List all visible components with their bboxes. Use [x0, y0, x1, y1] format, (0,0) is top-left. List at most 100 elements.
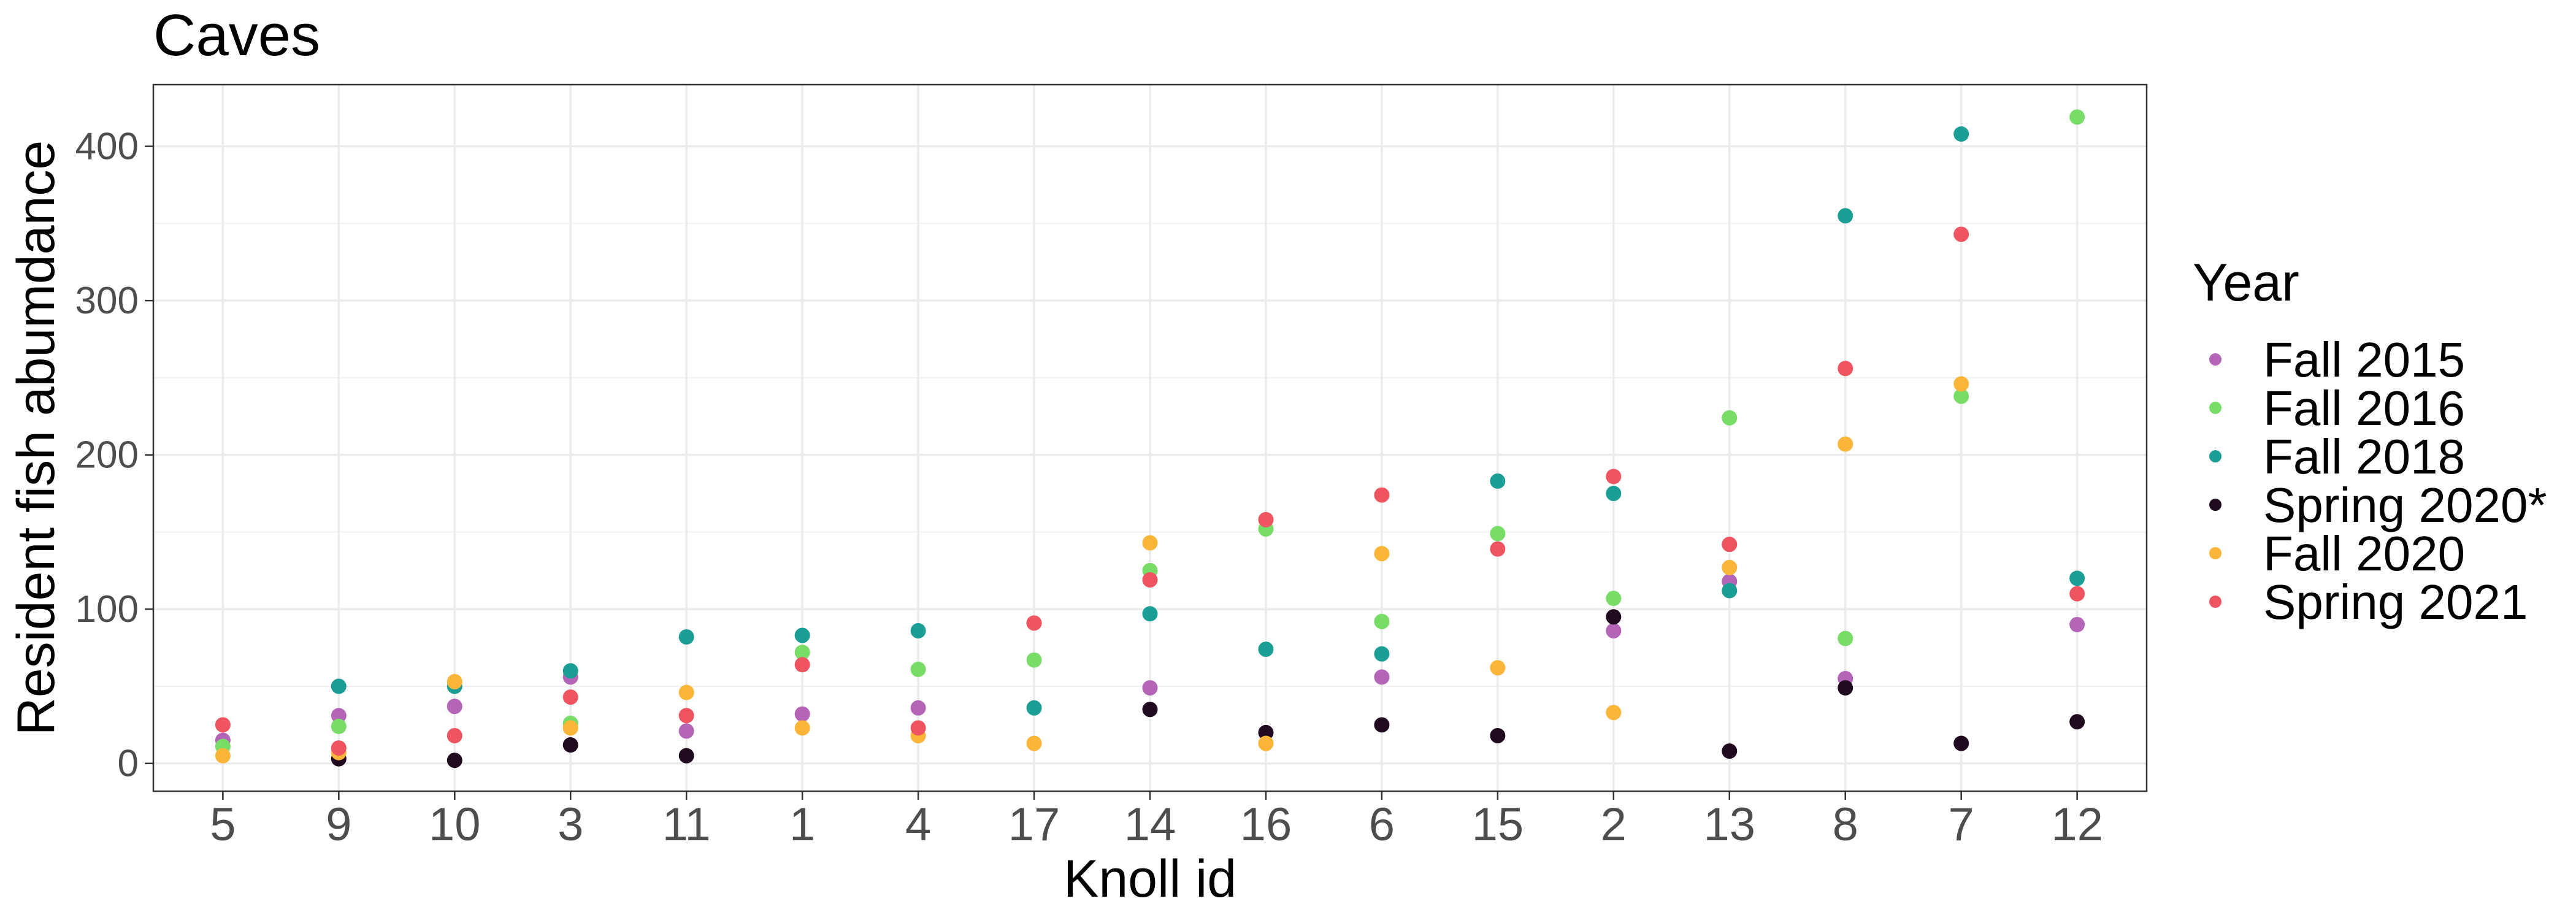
x-tick-label: 9	[326, 799, 351, 851]
x-tick-label: 13	[1703, 799, 1755, 851]
x-tick-label: 5	[210, 799, 236, 851]
data-point	[678, 748, 694, 764]
data-point	[1142, 535, 1158, 551]
data-point	[1374, 646, 1390, 662]
data-point	[1142, 572, 1158, 588]
x-axis: 5 9 10 3 11 1 4 17 14 16 6 15 2 13 8 7 12	[210, 791, 2103, 851]
data-point	[678, 723, 694, 739]
legend-key	[2209, 547, 2221, 559]
data-point	[562, 720, 578, 736]
data-point	[1374, 487, 1390, 503]
data-point	[1490, 660, 1506, 676]
legend-label: Fall 2016	[2263, 381, 2465, 435]
data-point	[1953, 376, 1969, 392]
data-point	[2069, 109, 2085, 125]
x-tick-label: 8	[1833, 799, 1858, 851]
data-point	[447, 753, 462, 769]
data-point	[215, 748, 231, 764]
data-point	[1026, 615, 1042, 631]
x-tick-label: 2	[1601, 799, 1627, 851]
legend-label: Fall 2015	[2263, 332, 2465, 387]
x-tick-label: 7	[1949, 799, 1974, 851]
legend-key	[2209, 450, 2221, 462]
x-tick-label: 10	[429, 799, 481, 851]
data-point	[2069, 616, 2085, 632]
data-point	[447, 699, 462, 715]
data-point	[1722, 743, 1738, 759]
legend-key	[2209, 402, 2221, 414]
data-point	[1722, 583, 1738, 599]
data-point	[1722, 559, 1738, 575]
x-tick-label: 11	[662, 799, 711, 851]
data-point	[1606, 469, 1622, 485]
data-point	[1026, 735, 1042, 751]
data-point	[910, 661, 926, 677]
data-point	[1606, 705, 1622, 721]
data-point	[1142, 680, 1158, 696]
data-point	[331, 708, 347, 724]
legend-key	[2209, 353, 2221, 366]
data-point	[910, 623, 926, 638]
x-axis-label: Knoll id	[1064, 849, 1236, 908]
legend-label: Fall 2018	[2263, 429, 2465, 484]
data-point	[1838, 631, 1853, 646]
data-point	[562, 737, 578, 753]
data-point	[1722, 410, 1738, 426]
data-point	[1142, 702, 1158, 718]
data-point	[1374, 546, 1390, 562]
x-tick-label: 16	[1240, 799, 1292, 851]
y-tick-label: 200	[75, 434, 139, 477]
x-tick-label: 12	[2051, 799, 2103, 851]
legend-key	[2209, 596, 2221, 608]
y-tick-label: 400	[75, 126, 139, 168]
data-point	[910, 720, 926, 736]
data-point	[331, 718, 347, 734]
data-point	[794, 706, 810, 722]
data-point	[331, 678, 347, 694]
y-axis: 0 100 200 300 400	[75, 126, 153, 785]
data-point	[1606, 591, 1622, 607]
y-tick-label: 300	[75, 280, 139, 322]
data-points	[215, 109, 2085, 769]
data-point	[1606, 623, 1622, 638]
data-point	[1606, 609, 1622, 625]
data-point	[447, 673, 462, 689]
x-tick-label: 1	[789, 799, 815, 851]
x-tick-label: 17	[1008, 799, 1060, 851]
legend-label: Fall 2020	[2263, 526, 2465, 581]
chart-title: Caves	[153, 2, 320, 68]
data-point	[1258, 512, 1274, 527]
data-point	[2069, 570, 2085, 586]
data-point	[1490, 526, 1506, 542]
y-tick-label: 0	[118, 743, 139, 785]
data-point	[1838, 436, 1853, 452]
data-point	[1838, 680, 1853, 696]
data-point	[1374, 613, 1390, 629]
data-point	[1838, 361, 1853, 377]
legend-label: Spring 2020*	[2263, 478, 2547, 532]
data-point	[562, 689, 578, 705]
data-point	[447, 727, 462, 743]
data-point	[1606, 486, 1622, 502]
data-point	[1258, 642, 1274, 657]
x-tick-label: 4	[905, 799, 931, 851]
data-point	[1142, 606, 1158, 622]
y-axis-label: Resident fish abumdance	[7, 140, 66, 735]
data-point	[1026, 700, 1042, 716]
data-point	[1953, 735, 1969, 751]
data-point	[1953, 226, 1969, 242]
data-point	[794, 720, 810, 736]
data-point	[2069, 586, 2085, 602]
data-point	[794, 657, 810, 673]
legend-label: Spring 2021	[2263, 575, 2528, 629]
x-tick-label: 15	[1472, 799, 1524, 851]
data-point	[1838, 208, 1853, 224]
data-point	[1026, 652, 1042, 668]
data-point	[215, 717, 231, 733]
data-point	[678, 629, 694, 645]
data-point	[2069, 714, 2085, 730]
x-tick-label: 14	[1124, 799, 1176, 851]
legend-key	[2209, 499, 2221, 511]
